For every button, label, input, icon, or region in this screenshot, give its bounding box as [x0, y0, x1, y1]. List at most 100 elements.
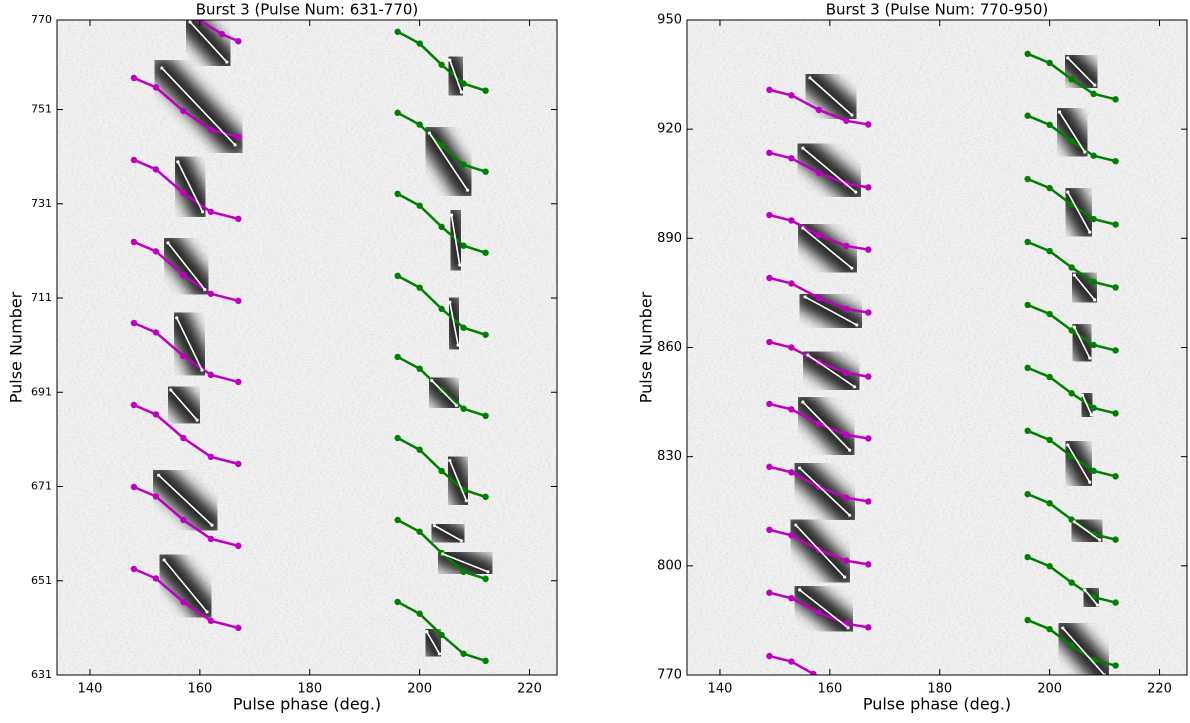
model-marker [394, 272, 401, 280]
model-marker [843, 305, 850, 313]
model-marker [207, 126, 215, 133]
model-marker [438, 223, 445, 231]
model-marker [865, 435, 872, 442]
fit-point [801, 400, 805, 404]
model-marker [766, 338, 773, 346]
model-marker [152, 411, 160, 418]
fit-point [1072, 273, 1076, 277]
model-marker [843, 431, 850, 439]
y-tick-label: 691 [31, 385, 52, 398]
fit-point [1066, 56, 1070, 60]
model-marker [180, 271, 187, 279]
fit-point [1066, 443, 1070, 447]
model-marker [416, 202, 423, 209]
model-marker [810, 670, 817, 675]
plot-area [57, 20, 557, 675]
model-marker [1024, 364, 1031, 372]
model-marker [207, 371, 215, 379]
model-marker [130, 483, 138, 491]
fit-point [437, 652, 442, 656]
fit-point [430, 378, 434, 383]
fit-point [205, 610, 209, 614]
model-marker [843, 117, 850, 124]
model-marker [766, 400, 773, 408]
fit-point [454, 403, 459, 408]
model-marker [766, 526, 773, 534]
fit-point [176, 160, 180, 164]
fit-point [160, 66, 164, 70]
model-marker [1046, 59, 1053, 67]
model-marker [207, 290, 215, 297]
fit-point [432, 524, 437, 528]
fit-point [203, 287, 207, 292]
model-marker [394, 434, 401, 442]
model-marker [152, 493, 160, 500]
x-tick-label: 200 [407, 682, 432, 697]
model-marker [130, 319, 138, 327]
fit-point [1081, 393, 1085, 397]
model-marker [438, 142, 445, 150]
model-marker [1090, 530, 1097, 538]
model-marker [416, 365, 423, 372]
model-marker [1024, 553, 1031, 561]
fit-point [1089, 413, 1093, 417]
model-marker [394, 28, 401, 35]
x-tick-label: 200 [1037, 682, 1062, 697]
model-marker [482, 168, 489, 175]
model-marker [815, 609, 823, 616]
model-marker [1068, 327, 1075, 334]
model-marker [1046, 184, 1053, 192]
model-marker [1068, 390, 1075, 397]
fit-point [1093, 298, 1097, 302]
fit-point [798, 466, 802, 470]
model-marker [130, 565, 138, 573]
fit-point [157, 473, 161, 477]
model-marker [1024, 490, 1031, 498]
model-marker [482, 412, 489, 420]
model-marker [1112, 221, 1119, 228]
model-marker [130, 238, 138, 246]
model-marker [1112, 599, 1119, 606]
model-marker [1112, 410, 1119, 417]
model-marker [207, 617, 215, 625]
model-marker [1068, 137, 1075, 145]
model-marker [1112, 347, 1119, 354]
model-marker [865, 309, 872, 316]
model-marker [865, 121, 872, 128]
fit-point [808, 76, 812, 80]
model-marker [766, 86, 773, 94]
fit-point [162, 558, 166, 562]
model-marker [482, 249, 489, 256]
model-marker [1046, 625, 1053, 633]
model-marker [788, 469, 795, 476]
fit-point [1088, 356, 1092, 360]
fit-point [441, 552, 445, 556]
model-marker [865, 184, 872, 191]
model-marker [460, 324, 467, 331]
model-marker [1112, 157, 1119, 165]
model-marker [438, 61, 445, 68]
model-marker [865, 561, 872, 568]
fit-point [427, 131, 432, 135]
model-marker [235, 460, 242, 468]
model-marker [416, 528, 423, 535]
fit-point [225, 60, 229, 64]
fit-point [166, 241, 170, 245]
model-marker [1046, 247, 1053, 255]
chart-title: Burst 3 (Pulse Num: 770-950) [826, 1, 1049, 19]
x-tick-label: 140 [78, 682, 103, 697]
model-marker [152, 248, 160, 255]
model-marker [815, 231, 823, 239]
fit-point [854, 190, 858, 194]
y-tick-label: 920 [657, 122, 682, 137]
model-marker [1112, 284, 1119, 291]
model-marker [766, 149, 773, 157]
y-axis-label: Pulse Number [637, 291, 656, 403]
fit-point [1095, 603, 1100, 607]
fit-point [801, 226, 805, 230]
model-marker [766, 211, 773, 219]
model-marker [438, 631, 445, 639]
fit-point [425, 630, 429, 634]
model-marker [1112, 473, 1119, 480]
